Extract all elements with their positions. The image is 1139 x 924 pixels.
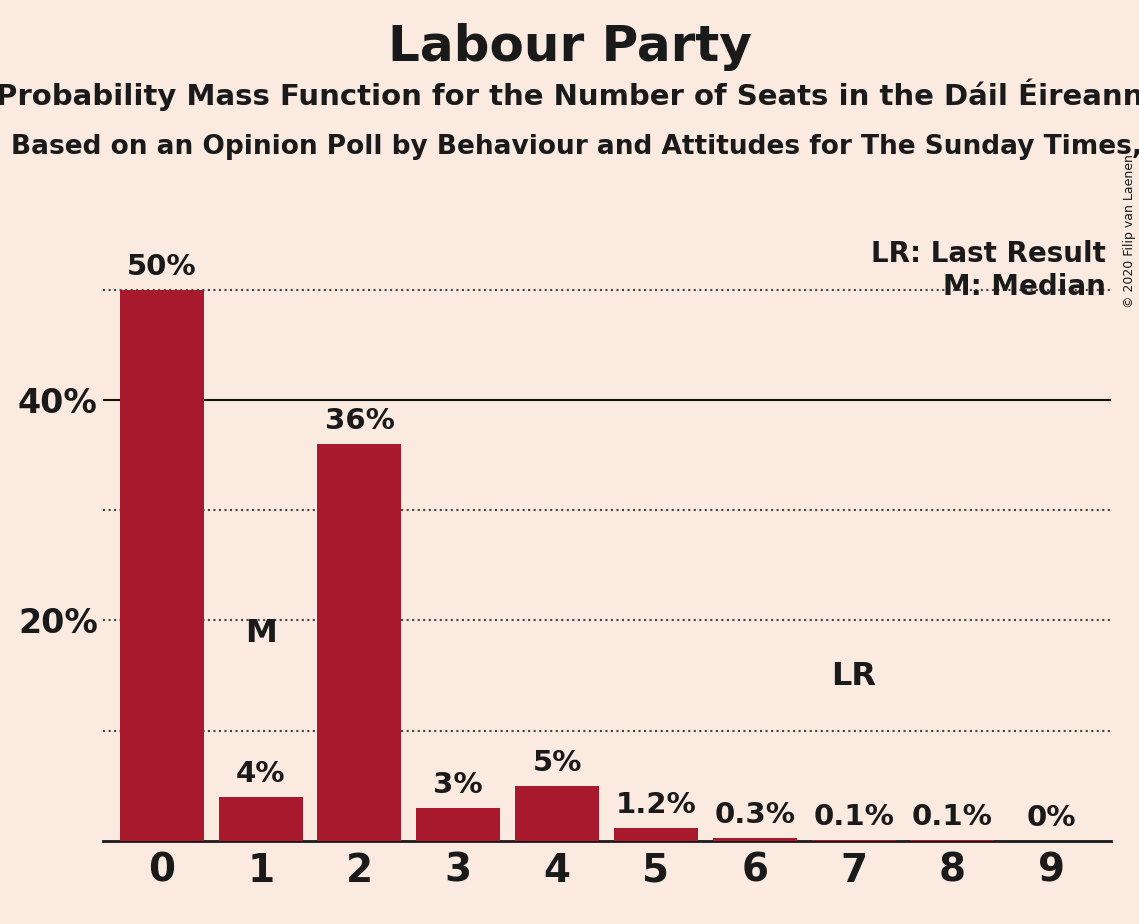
Text: © 2020 Filip van Laenen: © 2020 Filip van Laenen xyxy=(1123,154,1137,308)
Text: M: Median: M: Median xyxy=(943,274,1106,301)
Text: 50%: 50% xyxy=(126,253,197,281)
Bar xyxy=(713,837,797,841)
Text: 0.3%: 0.3% xyxy=(714,801,795,829)
Bar xyxy=(515,785,599,841)
Text: 0.1%: 0.1% xyxy=(912,803,993,831)
Bar xyxy=(219,796,303,841)
Text: 0.1%: 0.1% xyxy=(813,803,894,831)
Text: M: M xyxy=(245,618,277,649)
Text: 5%: 5% xyxy=(532,749,582,777)
Text: 4%: 4% xyxy=(236,760,286,788)
Bar xyxy=(416,808,500,841)
Text: LR: Last Result: LR: Last Result xyxy=(870,240,1106,268)
Text: Labour Party: Labour Party xyxy=(387,23,752,71)
Text: Probability Mass Function for the Number of Seats in the Dáil Éireann: Probability Mass Function for the Number… xyxy=(0,79,1139,111)
Bar xyxy=(318,444,401,841)
Text: 0%: 0% xyxy=(1026,804,1076,832)
Bar xyxy=(614,828,698,841)
Text: 1.2%: 1.2% xyxy=(615,791,696,819)
Text: 3%: 3% xyxy=(434,771,483,799)
Bar xyxy=(910,840,994,841)
Text: 36%: 36% xyxy=(325,407,394,435)
Text: LR: LR xyxy=(831,661,876,692)
Bar xyxy=(120,290,204,841)
Bar xyxy=(812,840,895,841)
Text: Based on an Opinion Poll by Behaviour and Attitudes for The Sunday Times, 10 Oct: Based on an Opinion Poll by Behaviour an… xyxy=(11,134,1139,160)
